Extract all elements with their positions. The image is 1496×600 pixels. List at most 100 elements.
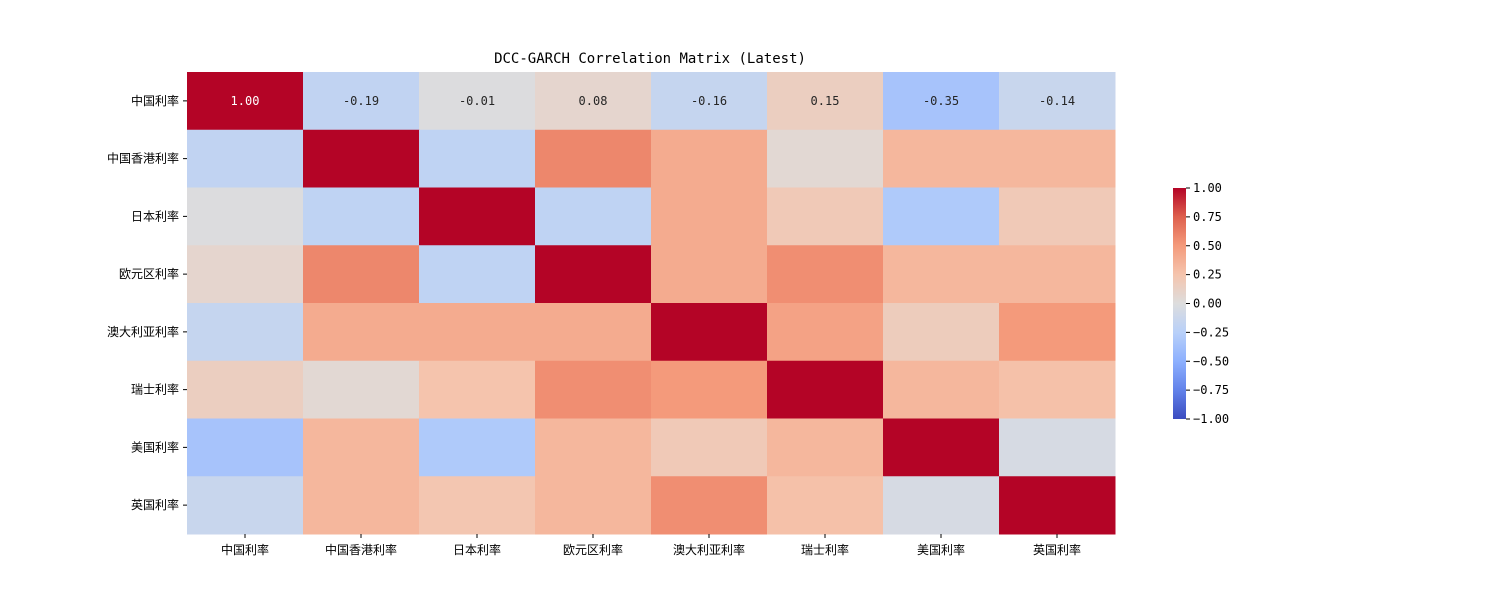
x-tick-label: 日本利率: [453, 542, 501, 557]
heatmap-cell: [999, 245, 1116, 304]
heatmap-cell: [187, 187, 304, 246]
heatmap-cell: [767, 303, 884, 362]
colorbar-tick-label: 0.50: [1193, 239, 1222, 253]
heatmap-cell: [999, 187, 1116, 246]
colorbar-tick-label: −0.50: [1193, 354, 1229, 368]
y-tick-label: 日本利率: [131, 208, 179, 223]
heatmap-cell: [303, 187, 420, 246]
heatmap-cell: [651, 72, 768, 131]
cell-annotation: -0.35: [923, 94, 959, 108]
heatmap-cell: [883, 129, 1000, 188]
heatmap-cell: [419, 476, 536, 535]
cell-annotation: 0.15: [811, 94, 840, 108]
heatmap-cell: [651, 187, 768, 246]
colorbar-tick-label: 0.25: [1193, 268, 1222, 282]
chart-title: DCC-GARCH Correlation Matrix (Latest): [494, 51, 806, 67]
heatmap-cell: [651, 360, 768, 419]
cell-annotation: 0.08: [579, 94, 608, 108]
cell-annotation: -0.16: [691, 94, 727, 108]
cell-annotations: 1.00 -0.19 -0.01 0.08 -0.16 0.15 -0.35 -0.14: [231, 94, 1076, 108]
heatmap-cell: [303, 245, 420, 304]
x-tick-label: 中国香港利率: [325, 542, 397, 557]
heatmap-cell: [651, 303, 768, 362]
heatmap-cell: [187, 245, 304, 304]
cell-annotation: 1.00: [231, 94, 260, 108]
heatmap-cell: [999, 129, 1116, 188]
heatmap-cell: [883, 476, 1000, 535]
heatmap-cell: [883, 187, 1000, 246]
x-tick-label: 英国利率: [1033, 542, 1081, 557]
heatmap-cell: [883, 360, 1000, 419]
x-tick-label: 美国利率: [917, 542, 965, 557]
heatmap-cell: [767, 187, 884, 246]
x-tick-label: 瑞士利率: [801, 542, 849, 557]
heatmap-cell: [419, 187, 536, 246]
colorbar-tick-label: 0.00: [1193, 297, 1222, 311]
y-tick-label: 中国利率: [131, 93, 179, 108]
heatmap-cell: [187, 129, 304, 188]
heatmap-cell: [767, 72, 884, 131]
x-tick-label: 澳大利亚利率: [673, 542, 745, 557]
heatmap-cell: [883, 418, 1000, 477]
heatmap-cell: [303, 360, 420, 419]
y-tick-label: 中国香港利率: [107, 151, 179, 166]
colorbar-tick-label: 0.75: [1193, 210, 1222, 224]
heatmap-cell: [535, 360, 652, 419]
heatmap-cell: [187, 360, 304, 419]
colorbar-tick-label: −0.25: [1193, 325, 1229, 339]
heatmap-cell: [767, 360, 884, 419]
heatmap-cell: [999, 360, 1116, 419]
x-axis-labels: 中国利率 中国香港利率 日本利率 欧元区利率 澳大利亚利率 瑞士利率 美国利率 英国利率: [221, 534, 1081, 557]
heatmap-cell: [419, 245, 536, 304]
colorbar: [1173, 188, 1186, 419]
heatmap-cell: [303, 418, 420, 477]
colorbar-ticks: 1.00 0.75 0.50 0.25 0.00 −0.25 −0.50 −0.75 −1.00: [1186, 181, 1229, 426]
heatmap-cell: [767, 476, 884, 535]
heatmap-cell: [535, 418, 652, 477]
heatmap-cell: [303, 72, 420, 131]
heatmap-cell: [419, 129, 536, 188]
heatmap-cell: [651, 418, 768, 477]
colorbar-tick-label: 1.00: [1193, 181, 1222, 195]
y-tick-label: 瑞士利率: [131, 382, 179, 397]
x-tick-label: 欧元区利率: [563, 542, 623, 557]
heatmap-cell: [999, 476, 1116, 535]
heatmap-cell: [419, 72, 536, 131]
heatmap-cell: [419, 360, 536, 419]
heatmap-cell: [303, 129, 420, 188]
heatmap-cell: [883, 72, 1000, 131]
colorbar-tick-label: −0.75: [1193, 383, 1229, 397]
heatmap-cell: [535, 245, 652, 304]
heatmap-cell: [999, 418, 1116, 477]
heatmap-cell: [187, 476, 304, 535]
heatmap-cell: [651, 476, 768, 535]
heatmap-cell: [883, 303, 1000, 362]
heatmap-cell: [651, 245, 768, 304]
x-tick-label: 中国利率: [221, 542, 269, 557]
heatmap-cell: [303, 303, 420, 362]
y-tick-label: 澳大利亚利率: [107, 324, 179, 339]
heatmap-cell: [303, 476, 420, 535]
cell-annotation: -0.01: [459, 94, 495, 108]
y-tick-label: 英国利率: [131, 497, 179, 512]
heatmap-cell: [535, 72, 652, 131]
heatmap-cell: [999, 303, 1116, 362]
colorbar-tick-label: −1.00: [1193, 412, 1229, 426]
heatmap-cell: [999, 72, 1116, 131]
heatmap-cell: [651, 129, 768, 188]
heatmap-cell: [535, 303, 652, 362]
heatmap-cells: [187, 72, 1116, 535]
heatmap-cell: [419, 303, 536, 362]
heatmap-cell: [187, 418, 304, 477]
heatmap-cell: [883, 245, 1000, 304]
heatmap-cell: [187, 72, 304, 131]
heatmap-cell: [419, 418, 536, 477]
y-tick-label: 美国利率: [131, 439, 179, 454]
heatmap-cell: [767, 245, 884, 304]
heatmap-cell: [535, 129, 652, 188]
heatmap-cell: [187, 303, 304, 362]
heatmap-cell: [767, 129, 884, 188]
y-tick-label: 欧元区利率: [119, 266, 179, 281]
